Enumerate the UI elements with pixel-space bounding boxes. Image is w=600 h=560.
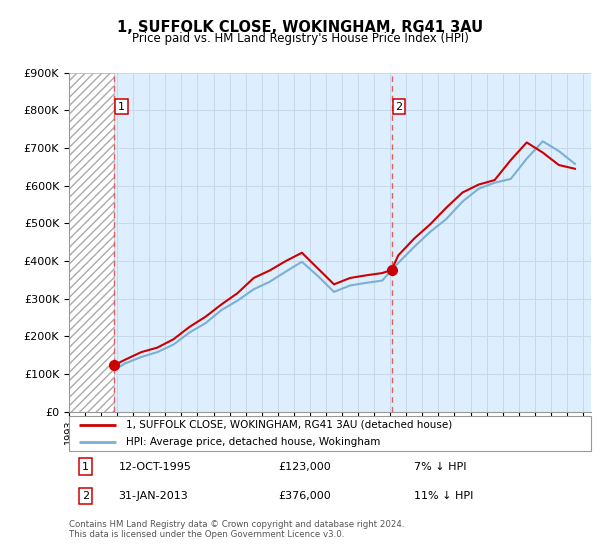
Text: 31-JAN-2013: 31-JAN-2013	[119, 491, 188, 501]
Text: 11% ↓ HPI: 11% ↓ HPI	[413, 491, 473, 501]
FancyBboxPatch shape	[69, 416, 591, 451]
Text: 7% ↓ HPI: 7% ↓ HPI	[413, 461, 466, 472]
Text: Contains HM Land Registry data © Crown copyright and database right 2024.
This d: Contains HM Land Registry data © Crown c…	[69, 520, 404, 539]
Text: Price paid vs. HM Land Registry's House Price Index (HPI): Price paid vs. HM Land Registry's House …	[131, 32, 469, 45]
Text: £376,000: £376,000	[278, 491, 331, 501]
Text: 2: 2	[395, 102, 403, 111]
Text: 2: 2	[82, 491, 89, 501]
Text: HPI: Average price, detached house, Wokingham: HPI: Average price, detached house, Woki…	[127, 437, 381, 447]
Text: 1, SUFFOLK CLOSE, WOKINGHAM, RG41 3AU: 1, SUFFOLK CLOSE, WOKINGHAM, RG41 3AU	[117, 20, 483, 35]
Text: 12-OCT-1995: 12-OCT-1995	[119, 461, 191, 472]
Text: 1, SUFFOLK CLOSE, WOKINGHAM, RG41 3AU (detached house): 1, SUFFOLK CLOSE, WOKINGHAM, RG41 3AU (d…	[127, 420, 452, 430]
Text: £123,000: £123,000	[278, 461, 331, 472]
Text: 1: 1	[118, 102, 125, 111]
Text: 1: 1	[82, 461, 89, 472]
